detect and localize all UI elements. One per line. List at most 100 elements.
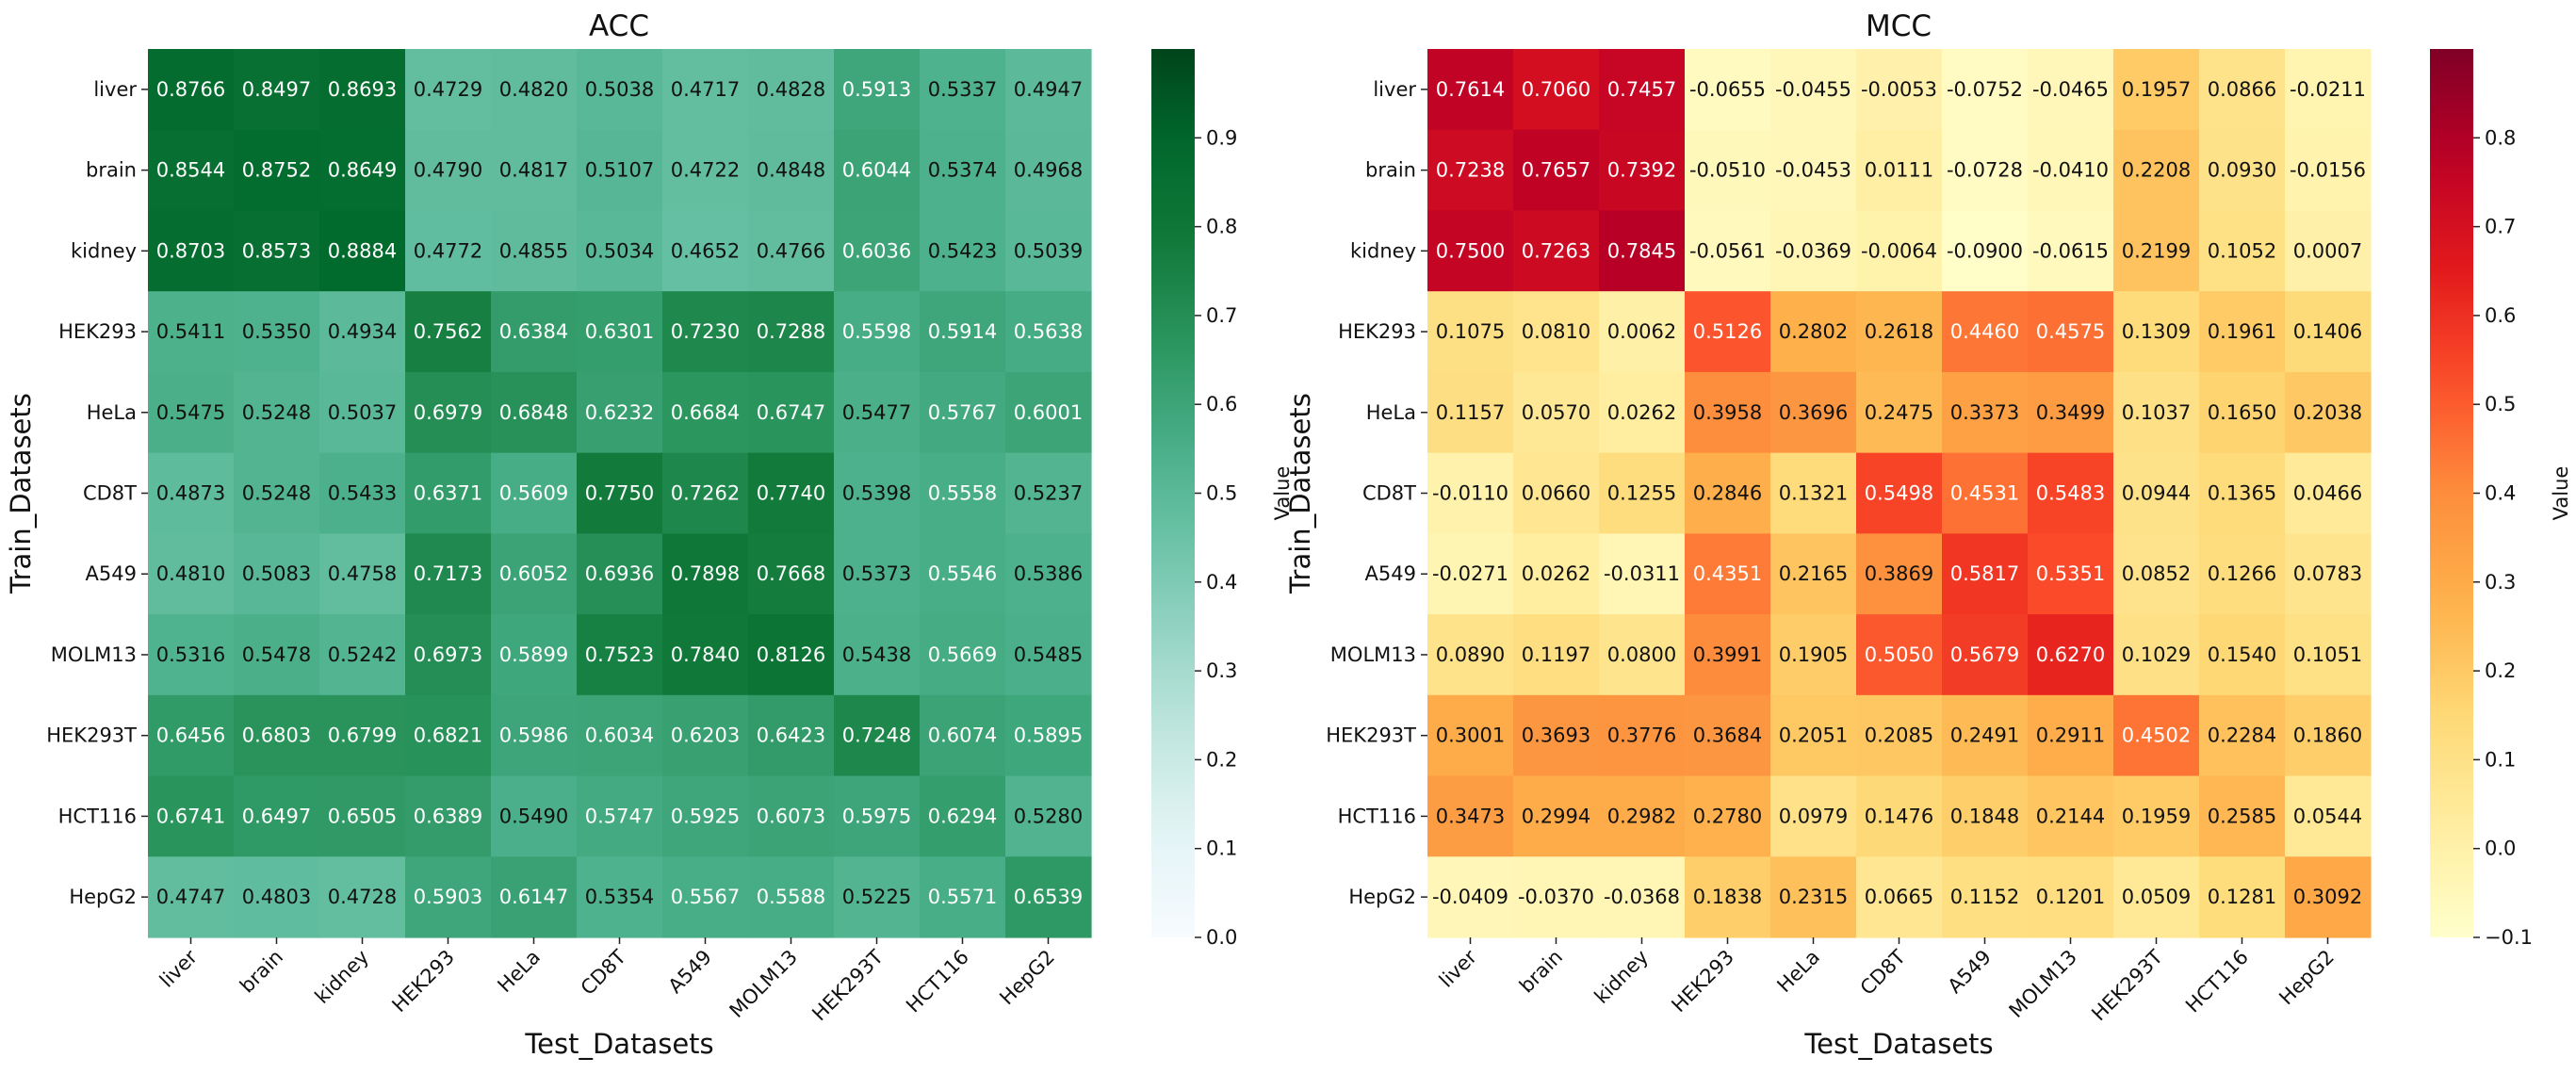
heatmap-cell (1856, 291, 1943, 373)
cell-value-label: 0.5903 (414, 886, 482, 908)
cell-value-label: -0.0455 (1775, 78, 1851, 101)
heatmap-cell (1005, 291, 1092, 373)
heatmap-cell (148, 291, 235, 373)
heatmap-cell (148, 129, 235, 212)
cell-value-label: 0.7750 (585, 482, 654, 505)
cell-value-label: 0.2199 (2122, 239, 2191, 262)
cell-value-label: 0.5609 (499, 482, 568, 505)
cell-value-label: 0.5337 (928, 78, 997, 101)
heatmap-cell (319, 452, 406, 534)
x-tick-label: HeLa (1772, 946, 1824, 998)
colorbar-tick-label: 0.6 (2485, 304, 2516, 327)
heatmap-cell (662, 856, 749, 938)
heatmap-cell (748, 49, 835, 131)
heatmap-cell (1513, 533, 1600, 615)
cell-value-label: 0.7614 (1436, 78, 1505, 101)
heatmap-cell (234, 291, 320, 373)
cell-value-label: 0.6803 (242, 724, 311, 747)
cell-value-label: 0.4803 (242, 886, 311, 908)
cell-value-label: 0.7562 (414, 320, 482, 343)
heatmap-cell (1427, 452, 1514, 534)
heatmap-cell (662, 614, 749, 696)
cell-value-label: 0.0944 (2122, 482, 2191, 505)
cell-value-label: 0.5925 (671, 805, 740, 827)
heatmap-cell (920, 129, 1006, 212)
heatmap-cell (577, 856, 663, 938)
heatmap-cell (920, 49, 1006, 131)
colorbar-tick-label: 0.8 (1206, 216, 1237, 238)
cell-value-label: 0.3958 (1693, 401, 1762, 424)
cell-value-label: 0.6384 (499, 320, 568, 343)
cell-value-label: -0.0615 (2032, 239, 2109, 262)
colorbar-tick-label: 0.8 (2485, 126, 2516, 149)
cell-value-label: 0.5498 (1865, 482, 1933, 505)
cell-value-label: 0.4766 (757, 239, 825, 262)
cell-value-label: -0.0728 (1947, 159, 2023, 182)
heatmap-cell (1770, 614, 1857, 696)
cell-value-label: 0.6036 (842, 239, 911, 262)
heatmap-cell (920, 775, 1006, 857)
colorbar-tick-label: 0.7 (2485, 216, 2516, 238)
heatmap-cell (2113, 533, 2200, 615)
cell-value-label: -0.0410 (2032, 159, 2109, 182)
cell-value-label: 0.7230 (671, 320, 740, 343)
cell-value-label: 0.6747 (757, 401, 825, 424)
heatmap-cell (2028, 694, 2114, 777)
mcc-title: MCC (1866, 9, 1932, 43)
heatmap-cell (2199, 694, 2286, 777)
cell-value-label: 0.5478 (242, 643, 311, 666)
cell-value-label: 0.5351 (2036, 562, 2105, 585)
heatmap-cell (148, 856, 235, 938)
x-tick-label: HCT116 (902, 946, 973, 1017)
cell-value-label: 0.5037 (328, 401, 397, 424)
cell-value-label: 0.3991 (1693, 643, 1762, 666)
heatmap-cell (577, 371, 663, 454)
heatmap-cell (1685, 371, 1771, 454)
x-tick-label: HeLa (493, 946, 545, 998)
heatmap-cell (1856, 533, 1943, 615)
heatmap-cell (491, 694, 578, 777)
cell-value-label: 0.6371 (414, 482, 482, 505)
heatmap-cell (577, 533, 663, 615)
heatmap-cell (2285, 694, 2372, 777)
cell-value-label: 0.1365 (2208, 482, 2276, 505)
heatmap-cell (491, 129, 578, 212)
cell-value-label: 0.6232 (585, 401, 654, 424)
heatmap-cell (1005, 49, 1092, 131)
heatmap-cell (405, 49, 492, 131)
cell-value-label: -0.0510 (1689, 159, 1766, 182)
heatmap-cell (2199, 129, 2286, 212)
heatmap-cell (319, 371, 406, 454)
heatmap-cell (1599, 129, 1686, 212)
cell-value-label: 0.1309 (2122, 320, 2191, 343)
cell-value-label: 0.0890 (1436, 643, 1505, 666)
heatmap-cell (1599, 452, 1686, 534)
cell-value-label: 0.5669 (928, 643, 997, 666)
heatmap-cell (1685, 210, 1771, 292)
heatmap-cell (1942, 856, 2029, 938)
heatmap-cell (2285, 371, 2372, 454)
cell-value-label: -0.0752 (1947, 78, 2023, 101)
heatmap-cell (748, 533, 835, 615)
cell-value-label: 0.4652 (671, 239, 740, 262)
cell-value-label: -0.0053 (1861, 78, 1937, 101)
cell-value-label: 0.7740 (757, 482, 825, 505)
cell-value-label: 0.5475 (156, 401, 225, 424)
colorbar-tick-label: 0.0 (2485, 838, 2516, 860)
cell-value-label: 0.2994 (1522, 805, 1590, 827)
cell-value-label: 0.5038 (585, 78, 654, 101)
heatmap-cell (234, 452, 320, 534)
heatmap-cell (920, 694, 1006, 777)
heatmap-cell (2285, 210, 2372, 292)
heatmap-cell (920, 533, 1006, 615)
y-tick-label: MOLM13 (1330, 643, 1416, 666)
heatmap-cell (1685, 452, 1771, 534)
heatmap-cell (1856, 371, 1943, 454)
x-tick-label: HEK293T (807, 945, 888, 1025)
heatmap-cell (577, 614, 663, 696)
heatmap-cell (748, 614, 835, 696)
heatmap-cell (1856, 856, 1943, 938)
cell-value-label: 0.4790 (414, 159, 482, 182)
cell-value-label: 0.5546 (928, 562, 997, 585)
